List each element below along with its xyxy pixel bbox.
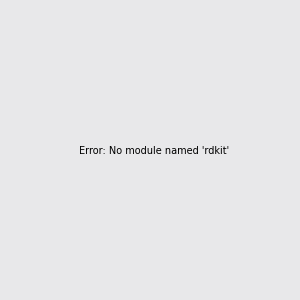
Text: Error: No module named 'rdkit': Error: No module named 'rdkit' <box>79 146 229 157</box>
